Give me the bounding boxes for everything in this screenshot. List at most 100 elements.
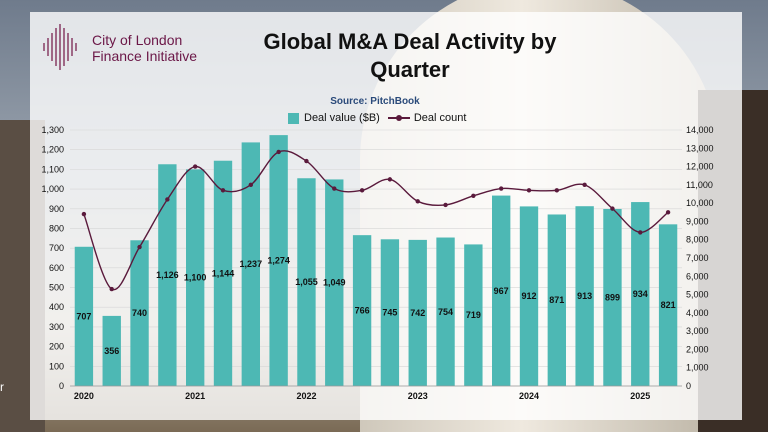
x-tick-label: 2024: [519, 391, 539, 401]
bar-data-label: 967: [494, 286, 509, 296]
deal-count-point: [165, 197, 170, 202]
bar: [547, 214, 566, 386]
bar: [464, 244, 483, 386]
bar: [241, 142, 260, 386]
deal-count-point: [81, 211, 87, 217]
city-logo-icon: [43, 24, 77, 70]
y-right-tick-label: 13,000: [686, 143, 714, 153]
y-right-tick-label: 10,000: [686, 198, 714, 208]
y-left-tick-label: 500: [49, 283, 64, 293]
bar-data-label: 740: [132, 308, 147, 318]
bar: [436, 237, 455, 386]
deal-count-point: [192, 164, 198, 169]
chart-source: Source: PitchBook: [330, 96, 420, 107]
bar: [380, 239, 400, 386]
bar: [519, 206, 539, 386]
deal-count-point: [443, 202, 448, 208]
bar: [658, 224, 678, 386]
deal-count-point: [582, 182, 587, 188]
y-left-tick-label: 700: [49, 243, 64, 253]
y-left-tick-label: 300: [49, 322, 64, 332]
deal-count-point: [276, 149, 281, 155]
x-tick-label: 2022: [296, 391, 316, 401]
bar: [213, 160, 233, 386]
x-tick-label: 2025: [630, 391, 650, 401]
chart-legend: Deal value ($B) Deal count: [288, 112, 466, 124]
deal-count-point: [109, 286, 114, 292]
bar-data-label: 1,144: [212, 268, 235, 278]
legend-bar-swatch: [288, 112, 299, 124]
deal-count-point: [498, 186, 504, 191]
bar-data-label: 913: [577, 291, 592, 301]
y-left-tick-label: 400: [49, 302, 64, 312]
bar-data-label: 1,049: [323, 278, 346, 288]
y-right-tick-label: 12,000: [686, 162, 714, 172]
deal-count-point: [387, 177, 393, 182]
y-right-tick-label: 5,000: [686, 290, 709, 300]
y-left-tick-label: 900: [49, 204, 64, 214]
y-left-tick-label: 1,200: [41, 145, 64, 155]
org-name-line1: City of London: [92, 32, 183, 48]
legend-deal-count: Deal count: [413, 112, 467, 124]
bar: [408, 239, 427, 386]
legend-deal-value: Deal value ($B): [304, 112, 380, 124]
corner-text: r: [0, 380, 4, 394]
bar-data-label: 1,100: [184, 273, 207, 283]
bar-data-label: 766: [355, 306, 370, 316]
y-right-tick-label: 14,000: [686, 125, 714, 135]
deal-count-point: [415, 199, 420, 204]
y-right-tick-label: 8,000: [686, 235, 709, 245]
bar-data-label: 745: [382, 308, 397, 318]
bar-data-label: 1,274: [267, 256, 290, 266]
bar-data-label: 1,237: [240, 259, 263, 269]
bar-data-label: 754: [438, 307, 453, 317]
bar-data-label: 742: [410, 308, 425, 318]
y-right-tick-label: 3,000: [686, 326, 709, 336]
y-left-tick-label: 600: [49, 263, 64, 273]
bar: [575, 206, 594, 386]
bar: [102, 315, 121, 386]
y-left-tick-label: 100: [49, 361, 64, 371]
y-right-tick-label: 0: [686, 381, 691, 391]
bar: [603, 208, 622, 386]
bar: [130, 240, 149, 386]
y-right-tick-label: 7,000: [686, 253, 709, 263]
bar: [74, 246, 94, 386]
y-left-tick-label: 1,100: [41, 164, 64, 174]
y-left-tick-label: 0: [59, 381, 64, 391]
bar: [297, 178, 316, 386]
y-left-tick-label: 1,300: [41, 125, 64, 135]
bar: [352, 235, 372, 386]
x-tick-label: 2021: [185, 391, 205, 401]
deal-count-point: [665, 210, 671, 215]
deal-count-point: [332, 186, 337, 191]
bar: [158, 164, 177, 386]
y-right-tick-label: 11,000: [686, 180, 713, 190]
org-name: City of London Finance Initiative: [92, 32, 197, 64]
bar-data-label: 821: [661, 300, 676, 310]
y-left-tick-label: 800: [49, 223, 64, 233]
deal-count-point: [359, 188, 365, 193]
legend-line-swatch: [387, 115, 410, 121]
y-right-tick-label: 9,000: [686, 216, 709, 226]
bar-data-label: 719: [466, 310, 481, 320]
deal-count-line: [83, 150, 669, 291]
deal-count-point: [471, 193, 476, 199]
y-left-tick-label: 200: [49, 342, 64, 352]
deal-count-point: [220, 188, 226, 193]
bar: [325, 179, 344, 386]
bar-data-label: 934: [633, 289, 648, 299]
deal-count-point: [638, 230, 643, 235]
bar-data-label: 707: [76, 311, 91, 321]
bar-data-label: 912: [521, 291, 536, 301]
deal-count-point: [610, 206, 615, 211]
bar: [269, 135, 288, 386]
x-tick-label: 2023: [408, 391, 428, 401]
chart-title: Global M&A Deal Activity by Quarter: [200, 28, 620, 84]
bar: [631, 202, 650, 386]
bar-data-label: 1,126: [156, 270, 179, 280]
bar: [492, 195, 511, 386]
bar-data-label: 356: [104, 346, 119, 356]
bar-data-label: 899: [605, 292, 620, 302]
